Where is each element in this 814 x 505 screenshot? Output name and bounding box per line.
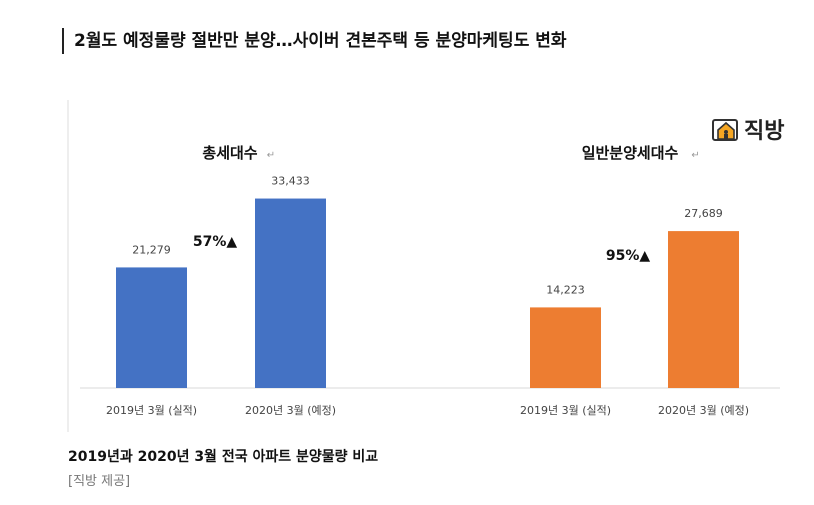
house-logo-icon: [712, 119, 738, 141]
chart-title: 일반분양세대수: [582, 144, 679, 162]
growth-annotation: 57%▲: [193, 234, 238, 250]
bar: [668, 231, 739, 388]
bar: [255, 198, 326, 388]
growth-annotation: 95%▲: [606, 248, 651, 264]
zigbang-logo: 직방: [712, 114, 784, 144]
chart-title-mark: ↵: [691, 150, 699, 161]
bar: [116, 267, 187, 388]
category-label: 2020년 3월 (예정): [245, 404, 336, 417]
category-label: 2019년 3월 (실적): [520, 404, 611, 417]
chart-caption: 2019년과 2020년 3월 전국 아파트 분양물량 비교: [68, 449, 379, 465]
bar: [530, 307, 601, 388]
chart-title-mark: ↵: [267, 150, 275, 161]
category-label: 2019년 3월 (실적): [106, 404, 197, 417]
bar-value-label: 27,689: [684, 207, 723, 220]
source-credit: [직방 제공]: [68, 474, 131, 489]
category-label: 2020년 3월 (예정): [658, 404, 749, 417]
bar-value-label: 14,223: [546, 283, 585, 296]
chart-title: 총세대수: [202, 144, 257, 162]
headline: 2월도 예정물량 절반만 분양…사이버 견본주택 등 분양마케팅도 변화: [62, 28, 567, 54]
bar-value-label: 33,433: [271, 175, 310, 188]
bar-value-label: 21,279: [132, 243, 171, 256]
logo-text: 직방: [744, 119, 785, 144]
